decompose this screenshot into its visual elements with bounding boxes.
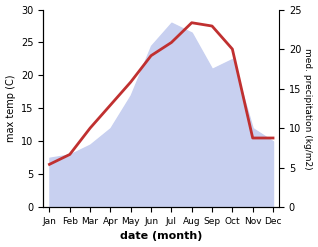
Y-axis label: med. precipitation (kg/m2): med. precipitation (kg/m2) xyxy=(303,48,313,169)
X-axis label: date (month): date (month) xyxy=(120,231,203,242)
Y-axis label: max temp (C): max temp (C) xyxy=(5,75,16,142)
